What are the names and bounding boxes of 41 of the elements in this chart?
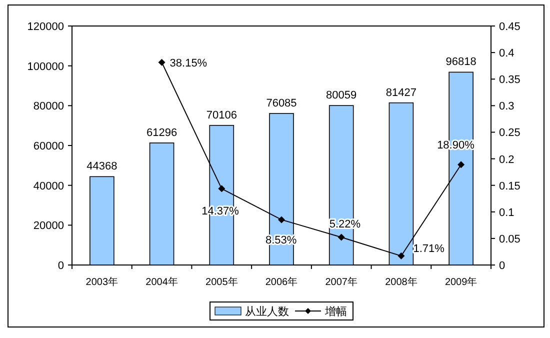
x-tick-label: 2005年: [206, 276, 238, 288]
y2-tick-label: 0.2: [499, 154, 514, 166]
data-label: 1.71%: [413, 242, 445, 255]
y-tick-label: 80000: [33, 100, 64, 113]
x-tick-label: 2008年: [385, 276, 418, 288]
data-label: 81427: [386, 86, 417, 99]
y2-tick-label: 0.3: [499, 100, 514, 113]
y-tick-label: 120000: [27, 21, 64, 33]
point: [218, 185, 226, 192]
legend-label: 从业人数: [245, 305, 289, 318]
data-label: 38.15%: [170, 57, 208, 70]
y2-tick-label: 0.35: [499, 74, 520, 86]
legend-label: 增幅: [324, 306, 347, 318]
y2-tick-label: 0.1: [499, 206, 514, 219]
x-tick-label: 2006年: [265, 276, 298, 288]
y-tick-label: 0: [58, 260, 64, 272]
y2-tick-label: 0.25: [499, 127, 520, 140]
y-tick-label: 100000: [27, 60, 64, 73]
y-tick-label: 60000: [33, 140, 64, 152]
point: [158, 58, 166, 66]
x-tick-label: 2004年: [146, 276, 178, 288]
y2-tick-label: 0.4: [499, 48, 514, 60]
point: [458, 161, 465, 168]
x-tick-label: 2009年: [444, 276, 478, 288]
data-label: 80059: [326, 90, 357, 102]
point: [398, 252, 405, 260]
data-label: 96818: [446, 56, 476, 68]
y2-tick-label: 0.05: [499, 233, 520, 246]
data-label: 70106: [206, 109, 237, 122]
data-label: 61296: [146, 126, 178, 139]
x-tick-label: 2007年: [325, 276, 358, 288]
y2-tick-label: 0.15: [499, 180, 520, 192]
data-label: 44368: [86, 160, 118, 173]
y2-tick-label: 0: [499, 260, 506, 272]
y-tick-label: 20000: [33, 220, 64, 232]
point: [278, 216, 285, 224]
y-tick-label: 40000: [33, 180, 64, 192]
point: [338, 234, 345, 241]
data-label: 76085: [266, 97, 297, 110]
x-tick-label: 2003年: [86, 276, 118, 288]
y2-tick-label: 0.45: [499, 21, 520, 33]
